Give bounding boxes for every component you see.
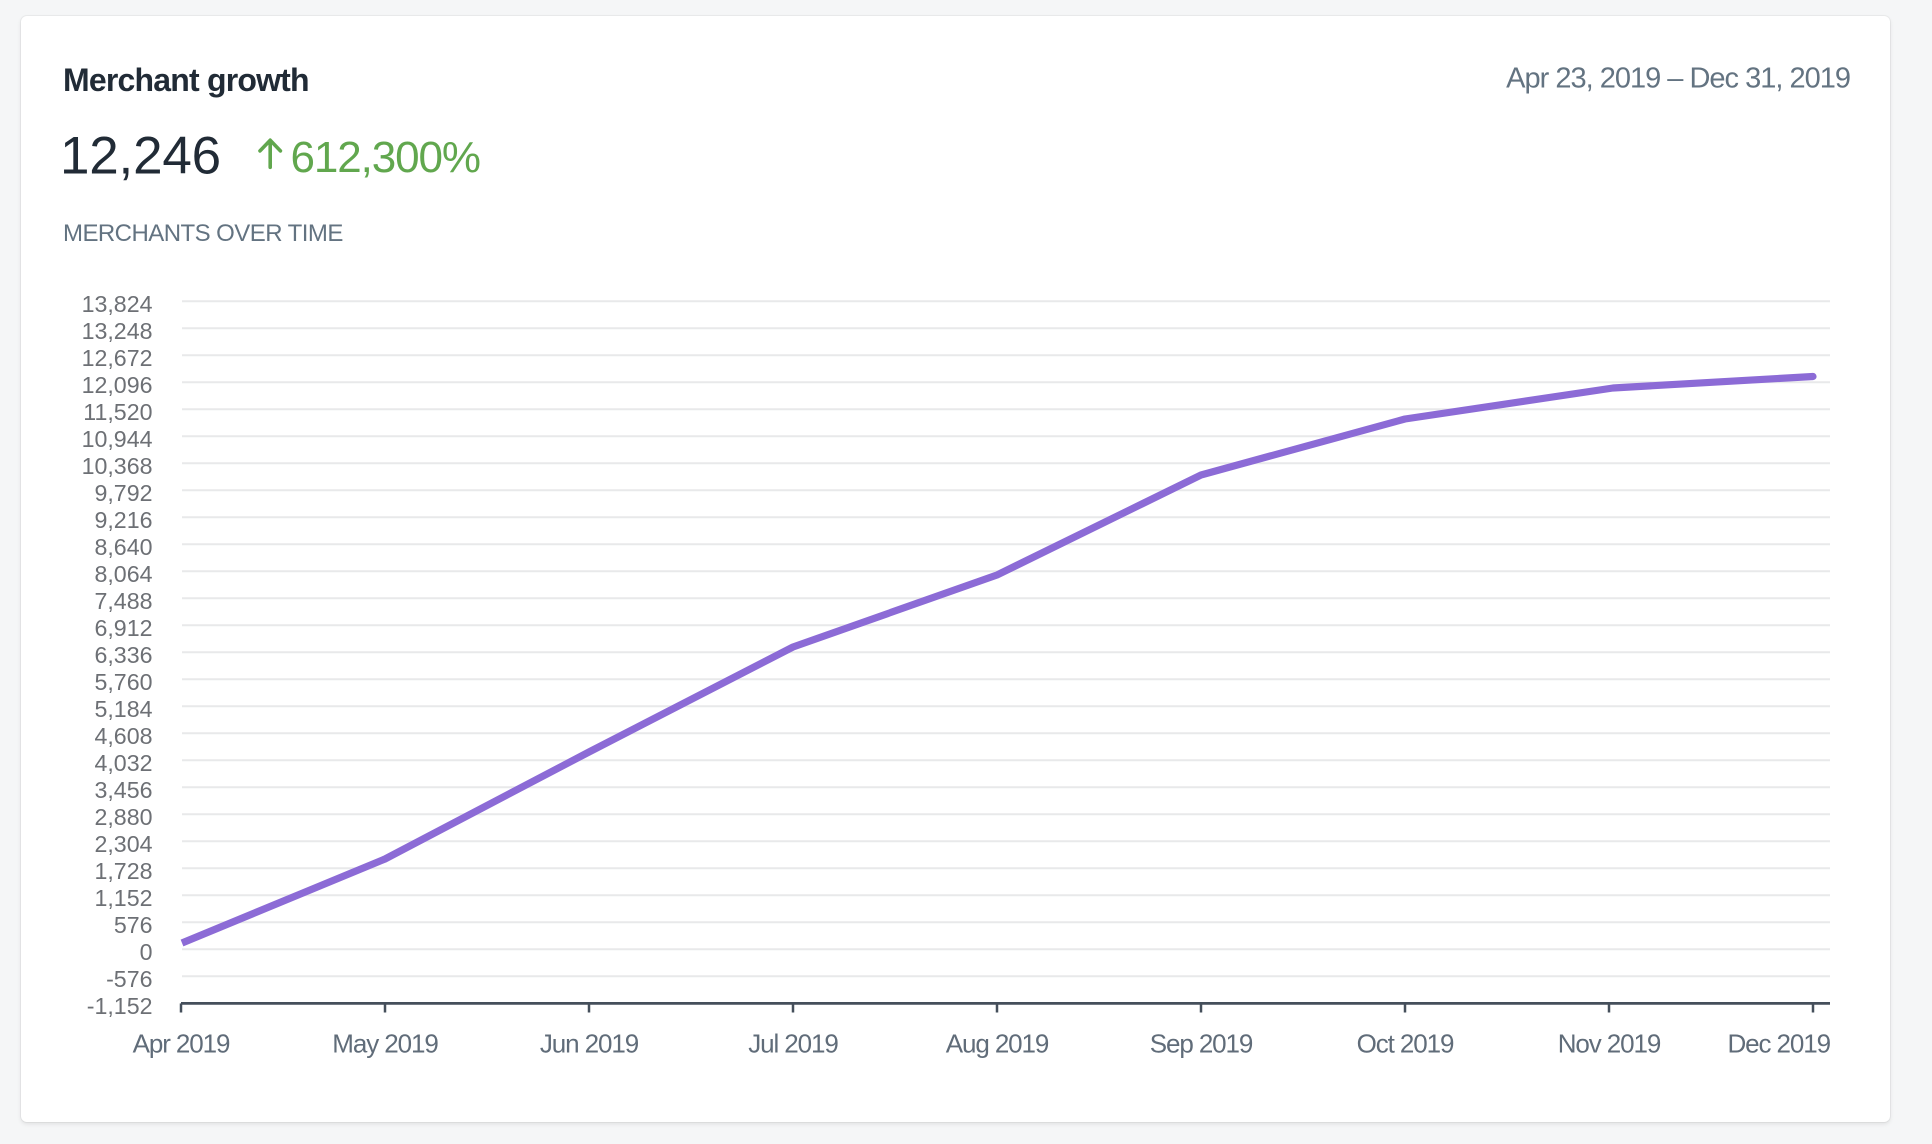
svg-text:10,944: 10,944 xyxy=(82,426,153,452)
svg-text:12,672: 12,672 xyxy=(82,345,153,371)
svg-text:13,248: 13,248 xyxy=(82,318,153,344)
svg-text:4,032: 4,032 xyxy=(94,750,152,776)
svg-text:2,304: 2,304 xyxy=(94,831,152,857)
svg-text:3,456: 3,456 xyxy=(94,777,152,803)
svg-text:Nov 2019: Nov 2019 xyxy=(1558,1028,1661,1058)
svg-text:4,608: 4,608 xyxy=(94,723,152,749)
svg-text:612,300%: 612,300% xyxy=(291,133,480,182)
svg-text:Merchant growth: Merchant growth xyxy=(63,62,309,98)
svg-text:Aug 2019: Aug 2019 xyxy=(946,1028,1049,1058)
svg-text:Jul 2019: Jul 2019 xyxy=(748,1028,838,1058)
svg-text:8,640: 8,640 xyxy=(94,534,152,560)
svg-text:2,880: 2,880 xyxy=(94,804,152,830)
svg-text:May 2019: May 2019 xyxy=(332,1028,438,1058)
svg-text:5,760: 5,760 xyxy=(94,669,152,695)
svg-text:12,096: 12,096 xyxy=(82,372,153,398)
svg-text:-1,152: -1,152 xyxy=(87,993,153,1019)
svg-text:-576: -576 xyxy=(106,966,152,992)
svg-text:6,336: 6,336 xyxy=(94,642,152,668)
svg-text:5,184: 5,184 xyxy=(94,696,152,722)
svg-text:13,824: 13,824 xyxy=(82,291,153,317)
svg-text:9,216: 9,216 xyxy=(94,507,152,533)
svg-text:Sep 2019: Sep 2019 xyxy=(1150,1028,1253,1058)
svg-text:6,912: 6,912 xyxy=(94,615,152,641)
svg-text:Apr 2019: Apr 2019 xyxy=(133,1028,230,1058)
svg-text:0: 0 xyxy=(140,939,153,965)
svg-text:MERCHANTS OVER TIME: MERCHANTS OVER TIME xyxy=(63,220,343,247)
svg-text:1,152: 1,152 xyxy=(94,885,152,911)
svg-text:Dec 2019: Dec 2019 xyxy=(1728,1028,1831,1058)
svg-text:10,368: 10,368 xyxy=(82,453,153,479)
svg-text:576: 576 xyxy=(114,912,153,938)
svg-text:Oct 2019: Oct 2019 xyxy=(1357,1028,1454,1058)
svg-text:12,246: 12,246 xyxy=(60,127,221,186)
svg-text:8,064: 8,064 xyxy=(94,561,152,587)
svg-text:Jun 2019: Jun 2019 xyxy=(540,1028,639,1058)
svg-text:9,792: 9,792 xyxy=(94,480,152,506)
svg-text:11,520: 11,520 xyxy=(83,399,152,425)
svg-text:1,728: 1,728 xyxy=(94,858,152,884)
svg-text:7,488: 7,488 xyxy=(94,588,152,614)
svg-text:Apr 23, 2019 – Dec 31, 2019: Apr 23, 2019 – Dec 31, 2019 xyxy=(1506,63,1850,95)
